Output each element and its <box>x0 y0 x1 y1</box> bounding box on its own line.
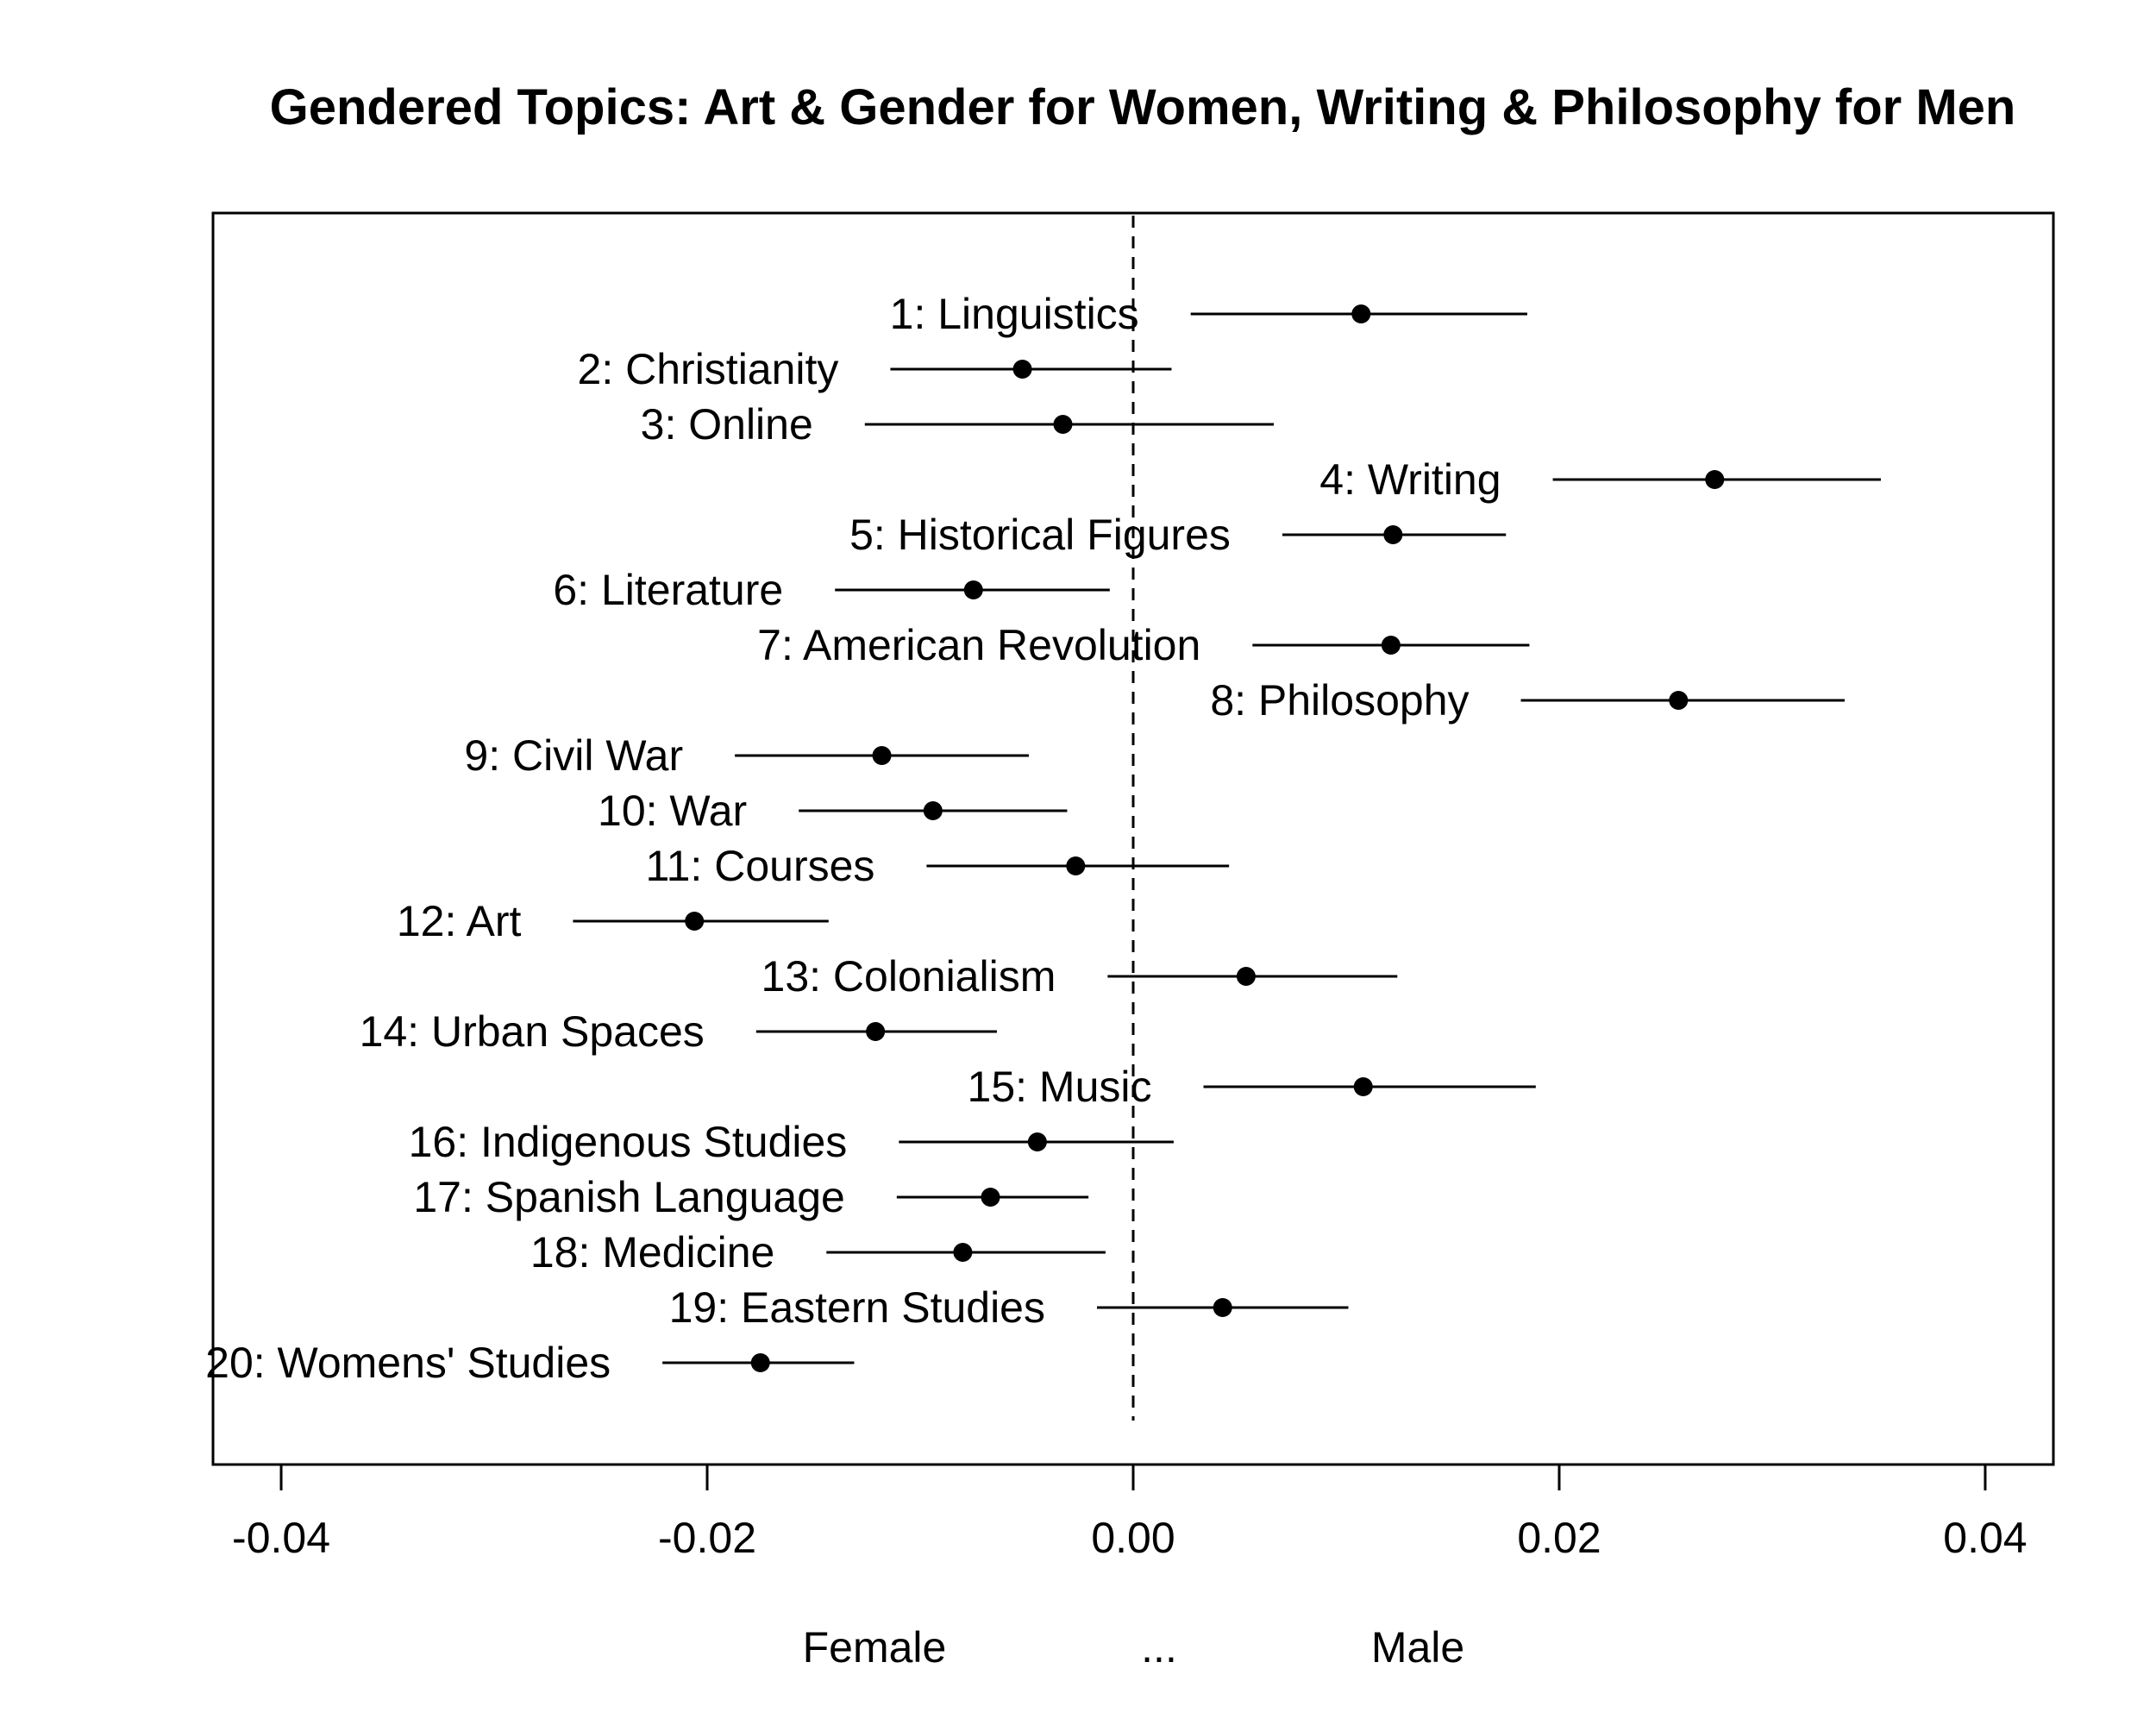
point-estimate <box>1213 1298 1232 1317</box>
topic-row: 11: Courses <box>646 842 1230 890</box>
point-estimate <box>1027 1132 1047 1151</box>
topic-row: 14: Urban Spaces <box>360 1007 997 1056</box>
x-axis-label-ellipsis: ... <box>1141 1623 1177 1672</box>
point-estimate <box>1351 304 1371 323</box>
topic-label: 14: Urban Spaces <box>360 1007 705 1056</box>
topic-label: 15: Music <box>968 1063 1152 1111</box>
topic-row: 20: Womens' Studies <box>205 1339 855 1387</box>
topic-label: 18: Medicine <box>530 1228 775 1276</box>
marks-layer: 1: Linguistics 2: Christianity 3: Online 4:… <box>205 290 1881 1387</box>
point-estimate <box>750 1353 770 1372</box>
x-axis-label: Female ... Male <box>803 1623 1465 1672</box>
point-estimate <box>1012 360 1032 379</box>
topic-label: 2: Christianity <box>578 345 839 393</box>
x-axis-label-male: Male <box>1371 1623 1464 1672</box>
point-estimate <box>1066 856 1086 875</box>
topic-label: 12: Art <box>397 897 522 945</box>
topic-label: 6: Literature <box>553 566 783 614</box>
topic-label: 13: Colonialism <box>761 952 1056 1000</box>
topic-row: 13: Colonialism <box>761 952 1398 1000</box>
point-estimate <box>923 801 943 820</box>
topic-label: 11: Courses <box>646 842 875 890</box>
topic-row: 3: Online <box>641 400 1275 448</box>
point-estimate <box>1669 691 1689 710</box>
topic-row: 19: Eastern Studies <box>669 1283 1349 1332</box>
topic-label: 17: Spanish Language <box>413 1173 844 1221</box>
point-estimate <box>953 1243 973 1262</box>
chart-title: Gendered Topics: Art & Gender for Women,… <box>270 79 2016 135</box>
topic-row: 1: Linguistics <box>890 290 1527 338</box>
topic-label: 16: Indigenous Studies <box>409 1118 848 1166</box>
topic-row: 9: Civil War <box>464 731 1029 780</box>
topic-label: 19: Eastern Studies <box>669 1283 1045 1332</box>
topic-row: 2: Christianity <box>578 345 1172 393</box>
topic-row: 4: Writing <box>1319 455 1881 504</box>
topic-row: 16: Indigenous Studies <box>409 1118 1174 1166</box>
topic-row: 18: Medicine <box>530 1228 1106 1276</box>
topic-label: 9: Civil War <box>464 731 683 780</box>
topic-label: 7: American Revolution <box>757 621 1200 669</box>
point-estimate <box>963 580 983 599</box>
point-estimate <box>872 746 892 765</box>
x-axis: -0.04 -0.02 0.00 0.02 0.04 <box>232 1463 2028 1562</box>
topic-label: 4: Writing <box>1319 455 1501 504</box>
topic-label: 10: War <box>598 787 747 835</box>
point-estimate <box>685 912 705 931</box>
x-tick-label: 0.02 <box>1517 1514 1601 1562</box>
topic-label: 8: Philosophy <box>1210 676 1469 724</box>
topic-row: 15: Music <box>968 1063 1536 1111</box>
topic-label: 3: Online <box>641 400 813 448</box>
topic-label: 1: Linguistics <box>890 290 1139 338</box>
topic-row: 5: Historical Figures <box>849 511 1507 559</box>
topic-row: 17: Spanish Language <box>413 1173 1089 1221</box>
topic-label: 20: Womens' Studies <box>205 1339 611 1387</box>
point-estimate <box>1381 636 1401 655</box>
topic-row: 6: Literature <box>553 566 1110 614</box>
point-estimate <box>981 1188 1000 1207</box>
topic-row: 8: Philosophy <box>1210 676 1845 724</box>
x-tick-label: 0.00 <box>1091 1514 1175 1562</box>
point-estimate <box>1705 470 1725 489</box>
point-estimate <box>1353 1077 1373 1096</box>
x-axis-label-female: Female <box>803 1623 947 1672</box>
point-estimate <box>866 1022 886 1041</box>
topic-row: 7: American Revolution <box>757 621 1530 669</box>
topic-row: 10: War <box>598 787 1068 835</box>
topic-label: 5: Historical Figures <box>849 511 1231 559</box>
topic-row: 12: Art <box>397 897 829 945</box>
x-tick-label: 0.04 <box>1943 1514 2027 1562</box>
point-estimate <box>1383 525 1403 544</box>
point-estimate <box>1053 415 1073 434</box>
point-estimate <box>1236 967 1256 986</box>
x-tick-label: -0.04 <box>232 1514 330 1562</box>
x-tick-label: -0.02 <box>658 1514 756 1562</box>
